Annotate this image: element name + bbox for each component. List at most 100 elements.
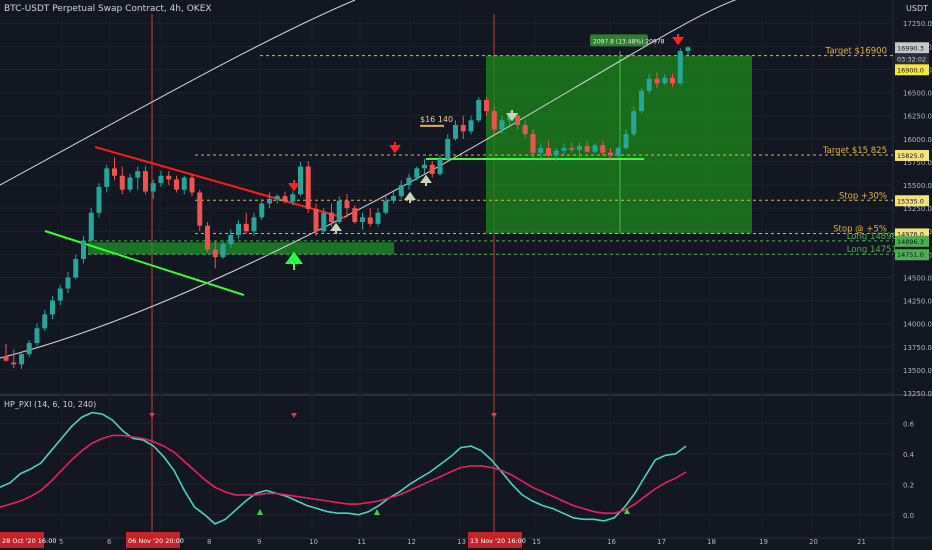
candle-body <box>522 124 528 135</box>
candle-body <box>406 177 412 186</box>
price-level-label: Stop @ +5% <box>833 224 887 234</box>
osc-y-tick-label: 0.2 <box>903 481 914 489</box>
candle-body <box>429 164 435 174</box>
upper-channel-curve <box>0 0 356 186</box>
candle-body <box>484 99 489 112</box>
osc-y-tick-label: 0.0 <box>903 512 914 520</box>
candle-body <box>491 111 497 130</box>
y-tick-label: 14500.0 <box>903 274 932 282</box>
candle-body <box>104 168 110 187</box>
candle-body <box>600 145 606 153</box>
buy-arrow-icon <box>285 251 303 270</box>
falling-resistance-line <box>94 146 346 219</box>
candle-body <box>267 198 272 204</box>
candle-body <box>282 196 288 202</box>
lower-channel-curve <box>0 0 737 359</box>
price-note: $16 140 <box>420 115 453 124</box>
candle-body <box>65 277 71 289</box>
candle-body <box>352 208 358 222</box>
osc-buy-marker-icon <box>624 508 630 514</box>
price-axis-tag <box>895 195 929 207</box>
price-axis-tag-label: 14976.0 <box>897 230 924 238</box>
x-tick-label: 13 <box>457 538 466 546</box>
price-axis-tag <box>895 149 929 161</box>
candle-body <box>220 244 226 258</box>
candle-body <box>243 223 249 232</box>
date-label-bg <box>126 532 180 548</box>
osc-sell-marker-icon <box>291 413 297 418</box>
osc-sell-marker-icon <box>491 413 497 418</box>
candle-body <box>670 77 675 84</box>
x-tick-label: 18 <box>707 538 716 546</box>
long-zone <box>88 242 394 255</box>
candle-body <box>577 146 582 150</box>
candle-body <box>11 362 17 365</box>
y-tick-label: 15750.0 <box>903 159 932 167</box>
y-tick-label: 13750.0 <box>903 344 932 352</box>
price-axis-tag-label: 14751.0 <box>897 251 924 259</box>
candle-body <box>321 212 327 232</box>
candle-body <box>189 177 195 193</box>
candle-body <box>608 152 613 156</box>
candle-body <box>50 300 55 315</box>
sell-arrow-icon <box>672 34 684 46</box>
candle-body <box>530 134 536 153</box>
candle-body <box>274 196 280 199</box>
x-tick-label: 6 <box>107 538 112 546</box>
candle-body <box>3 356 9 361</box>
candle-body <box>73 258 79 278</box>
candle-body <box>654 78 660 84</box>
x-tick-label: 19 <box>759 538 768 546</box>
price-axis-tag-label: 15335.0 <box>897 197 924 205</box>
sell-arrow-icon <box>506 110 518 122</box>
candle-body <box>336 200 342 222</box>
x-tick-label: 5 <box>59 538 63 546</box>
target-box <box>486 55 752 234</box>
y-tick-label: 13250.0 <box>903 390 932 398</box>
buy-arrow-icon <box>404 191 416 203</box>
x-tick-label: 17 <box>657 538 666 546</box>
falling-support-line <box>44 230 245 296</box>
candle-body <box>468 120 474 132</box>
candle-body <box>476 99 482 121</box>
candle-body <box>181 177 187 190</box>
box-label: 2097.8 (13.48%) 20978 <box>593 38 665 45</box>
candle-body <box>553 150 559 156</box>
y-tick-label: 16250.0 <box>903 113 932 121</box>
date-label: 06 Nov '20 20:00 <box>128 537 184 545</box>
price-axis-tag-label: 15825.0 <box>897 152 924 160</box>
price-axis-tag <box>895 53 929 65</box>
sell-arrow-icon <box>288 180 300 192</box>
candle-body <box>414 168 420 178</box>
x-tick-label: 15 <box>532 538 541 546</box>
candle-body <box>437 159 443 174</box>
osc-y-tick-label: 0.6 <box>903 420 915 428</box>
date-label: 13 Nov '20 16:00 <box>470 537 526 545</box>
candle-body <box>685 47 691 51</box>
x-tick-label: 16 <box>607 538 616 546</box>
candle-body <box>584 146 590 152</box>
oscillator-title: HP_PXI (14, 6, 10, 240) <box>4 400 97 409</box>
price-level-label: Long 14751 <box>847 245 897 255</box>
candle-body <box>445 138 451 160</box>
candle-body <box>313 209 319 232</box>
candle-body <box>453 124 458 139</box>
candle-body <box>112 168 117 176</box>
candle-body <box>135 171 141 178</box>
date-label-bg <box>0 532 44 548</box>
candle-body <box>228 234 234 245</box>
candle-body <box>26 343 32 355</box>
candle-body <box>546 148 551 156</box>
candle-body <box>96 186 102 213</box>
candle-body <box>592 145 598 152</box>
candle-body <box>143 171 148 192</box>
oscillator-series-line <box>0 411 687 525</box>
candle-body <box>158 175 164 184</box>
candle-body <box>174 179 179 190</box>
candle-body <box>197 192 203 226</box>
buy-arrow-icon <box>420 174 432 186</box>
price-axis-tag <box>895 249 929 261</box>
oscillator-series-line <box>0 434 687 514</box>
